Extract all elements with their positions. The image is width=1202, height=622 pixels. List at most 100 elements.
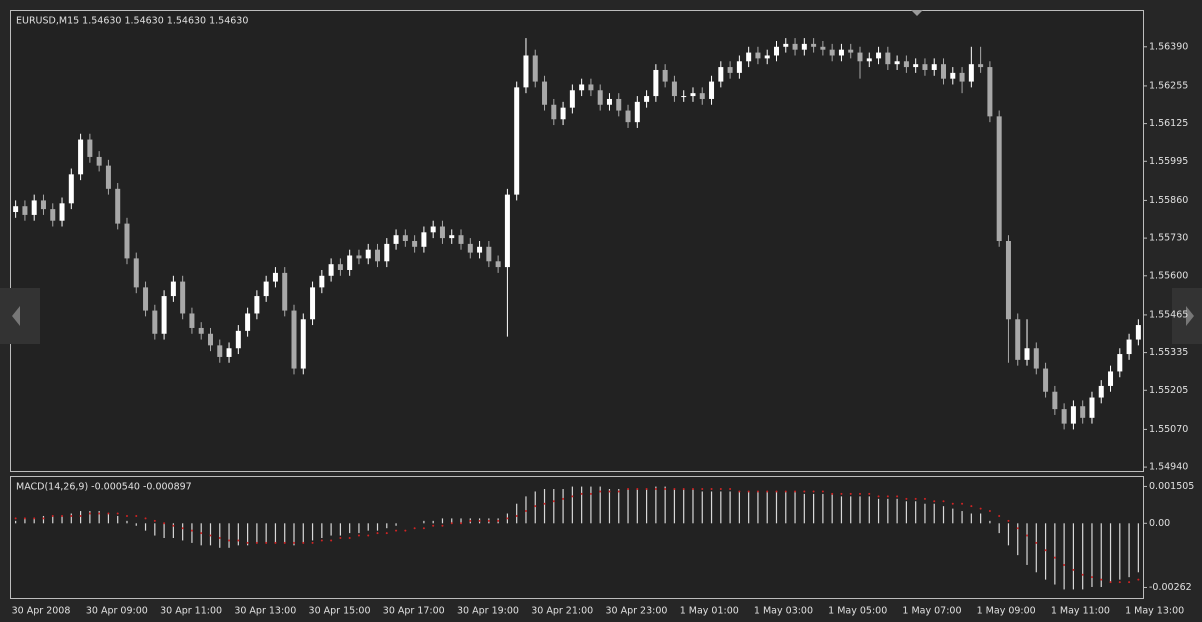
candle-body [996, 116, 1002, 241]
candle-body [736, 61, 742, 73]
candle-body [22, 206, 28, 215]
signal-point [70, 514, 73, 517]
signal-point [933, 500, 936, 503]
signal-point [747, 490, 750, 493]
signal-point [293, 541, 295, 544]
signal-point [348, 537, 351, 539]
candle-body [495, 261, 501, 268]
chart-title: EURUSD,M15 1.54630 1.54630 1.54630 1.546… [16, 16, 248, 27]
signal-point [385, 532, 388, 535]
signal-point [524, 510, 527, 513]
y-tick-label: 1.55335 [1149, 347, 1188, 358]
signal-point [1090, 576, 1093, 579]
candle-body [152, 310, 158, 334]
candle-body [764, 55, 770, 59]
candle-body [551, 104, 557, 120]
candle-body [838, 49, 844, 56]
signal-point [228, 539, 231, 542]
candle-body [922, 64, 928, 70]
signal-point [654, 488, 657, 491]
signal-point [729, 488, 732, 491]
y-tick-label: 1.56125 [1149, 118, 1188, 129]
candle-body [699, 93, 705, 99]
candle-body [412, 241, 418, 247]
signal-point [682, 488, 685, 491]
candle-body [504, 194, 510, 268]
x-tick-label: 1 May 13:00 [1125, 606, 1184, 617]
signal-point [1026, 534, 1029, 537]
candle-body [300, 319, 306, 369]
x-tick-label: 1 May 07:00 [902, 606, 961, 617]
signal-point [812, 490, 815, 493]
candle-body [402, 235, 408, 241]
x-tick-label: 30 Apr 09:00 [86, 606, 148, 617]
signal-point [441, 524, 444, 527]
signal-point [636, 488, 639, 491]
y-tick-label: 1.55600 [1149, 270, 1188, 281]
signal-point [1081, 573, 1084, 576]
candle-body [458, 235, 464, 244]
signal-point [1035, 541, 1038, 544]
signal-point [821, 490, 824, 493]
signal-point [320, 539, 323, 542]
candle-body [356, 255, 362, 259]
signal-point [979, 507, 982, 510]
signal-point [562, 497, 565, 500]
candle-body [1108, 371, 1114, 386]
candle-body [894, 61, 900, 65]
signal-point [302, 541, 305, 544]
x-tick-label: 1 May 11:00 [1051, 606, 1110, 617]
main-panel [10, 10, 1144, 472]
x-tick-label: 1 May 03:00 [754, 606, 813, 617]
y-tick-label: -0.00262 [1149, 582, 1192, 593]
signal-point [181, 527, 184, 530]
candle-body [801, 43, 807, 50]
candle-body [1043, 368, 1049, 392]
signal-point [422, 527, 425, 530]
signal-point [367, 534, 370, 537]
candle-body [13, 206, 19, 213]
signal-point [432, 524, 435, 527]
x-tick-label: 1 May 05:00 [828, 606, 887, 617]
candle-body [978, 64, 984, 68]
signal-point [497, 519, 500, 522]
signal-point [255, 541, 258, 544]
candle-body [50, 209, 56, 221]
candle-body [941, 64, 947, 79]
x-tick-label: 30 Apr 13:00 [234, 606, 296, 617]
signal-point [1128, 581, 1131, 584]
candle-body [857, 52, 863, 62]
candle-body [820, 46, 826, 50]
signal-point [339, 537, 342, 539]
signal-point [859, 492, 861, 495]
y-tick-label: 1.54940 [1149, 462, 1188, 473]
signal-point [1053, 556, 1056, 559]
candle-body [207, 333, 213, 346]
y-tick-label: 1.56390 [1149, 41, 1188, 52]
candle-body [588, 84, 594, 91]
candle-body [755, 52, 761, 59]
signal-point [14, 517, 17, 520]
candle-body [235, 330, 241, 349]
signal-point [951, 502, 954, 505]
candle-body [263, 281, 269, 297]
signal-point [1100, 578, 1103, 581]
signal-point [998, 514, 1001, 517]
signal-point [580, 492, 583, 495]
candle-body [189, 313, 195, 328]
candle-body [87, 139, 93, 157]
candle-body [579, 84, 585, 91]
candle-body [876, 52, 882, 59]
candle-body [616, 98, 622, 111]
signal-point [831, 492, 834, 495]
candle-body [96, 156, 102, 166]
candle-body [1061, 409, 1067, 424]
candle-body [959, 72, 965, 82]
candle-body [1135, 325, 1141, 340]
candle-body [272, 272, 278, 282]
signal-point [896, 495, 899, 498]
left-arrow [12, 306, 20, 326]
candle-body [866, 58, 872, 62]
candle-body [319, 275, 325, 288]
candle-body [1080, 406, 1086, 418]
